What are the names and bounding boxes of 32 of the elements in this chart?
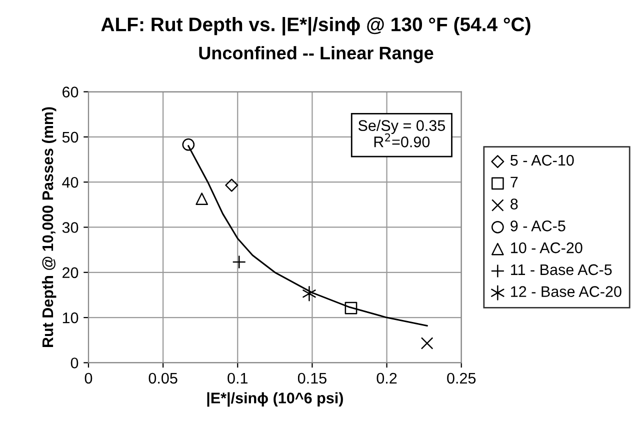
legend-label: 8: [510, 198, 518, 210]
x-tick-label: 0.25: [447, 372, 476, 384]
legend-label: 12 - Base AC-20: [511, 286, 622, 297]
point: [232, 255, 246, 269]
y-tick-label: 10: [62, 312, 78, 324]
x-tick-label: 0.15: [298, 372, 326, 384]
y-tick-label: 20: [62, 267, 78, 278]
x-tick-label: 0.05: [148, 372, 178, 384]
legend-label: 5 - AC-10: [510, 154, 574, 166]
y-tick-label: 50: [62, 132, 78, 143]
point: [420, 337, 434, 350]
point: [225, 178, 238, 192]
x-tick-label: 0.1: [228, 372, 248, 384]
y-tick-label: 30: [62, 222, 78, 233]
x-axis-title: |E*|/sinϕ (10^6 psi): [207, 392, 343, 407]
chart-title: ALF: Rut Depth vs. |E*|/sinϕ @ 130 °F (54.4 °C): [101, 17, 530, 36]
point: [196, 192, 208, 205]
annotation: Se/Sy = 0.35 R$^{2}$=0.90: [358, 120, 446, 148]
x-tick-label: 0: [84, 372, 92, 384]
y-tick-label: 0: [70, 358, 78, 368]
point: [302, 286, 316, 302]
legend-label: 9 - AC-5: [510, 220, 566, 232]
point: [344, 302, 358, 314]
legend-label: 7: [510, 176, 518, 188]
x-tick-label: 0.2: [376, 372, 397, 384]
chart-subtitle: Unconfined -- Linear Range: [199, 46, 434, 64]
y-tick-label: 40: [62, 176, 78, 188]
legend-label: 11 - Base AC-5: [511, 264, 612, 276]
point: [182, 138, 195, 151]
y-tick-label: 60: [62, 86, 78, 98]
y-axis-title: Rut Depth @ 10,000 Passes (mm): [42, 107, 56, 348]
legend-label: 10 - AC-20: [511, 242, 582, 254]
